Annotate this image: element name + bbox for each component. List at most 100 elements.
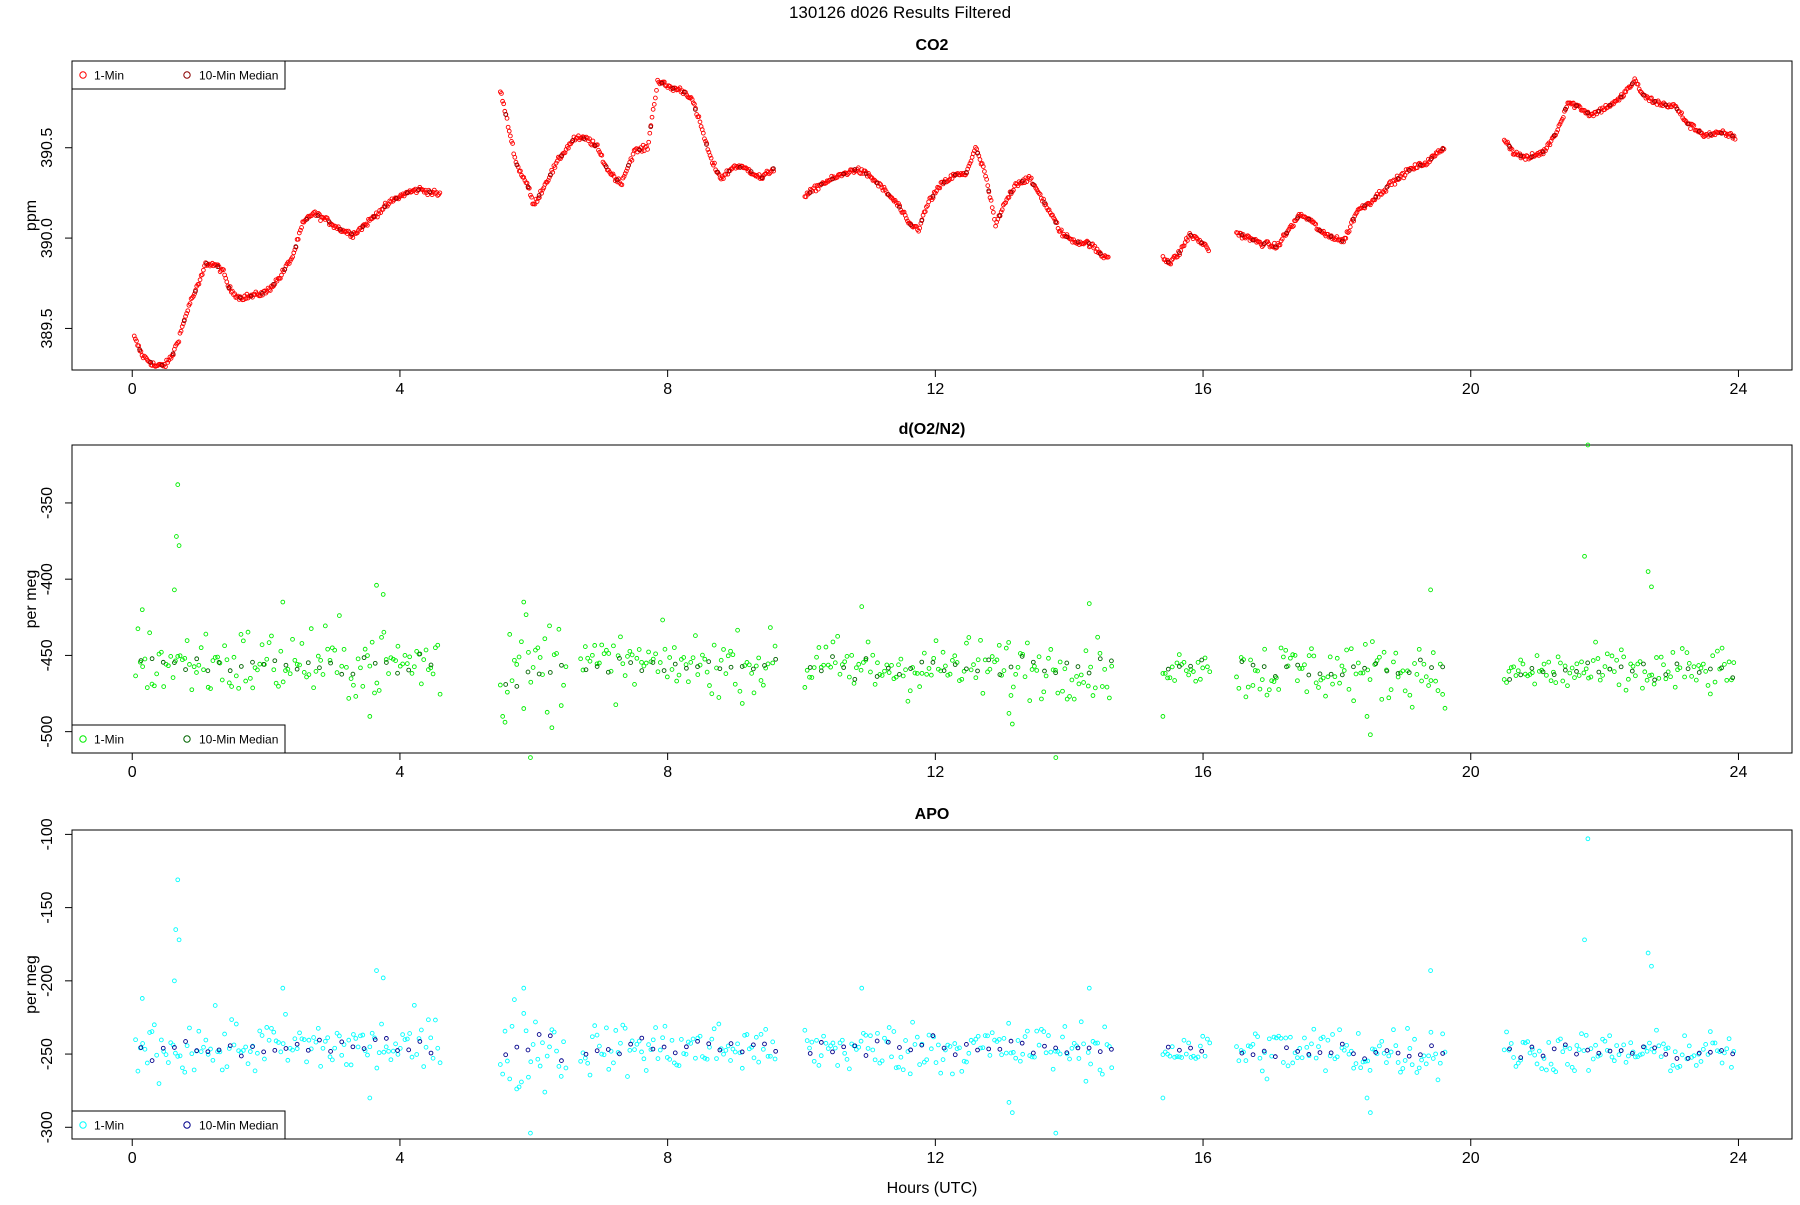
panel-2-point-median — [594, 664, 600, 669]
panel-2-point-1min — [248, 675, 253, 681]
panel-3-point-outlier — [280, 985, 286, 991]
panel-2-point-median — [1674, 661, 1680, 667]
panel-2-point-1min — [299, 641, 305, 646]
panel-2-point-1min — [1107, 695, 1112, 701]
panel-2-point-1min — [1377, 654, 1382, 660]
panel-3-point-1min — [285, 1057, 291, 1063]
panel-2-point-median — [1663, 672, 1669, 677]
panel-1-point-median — [1019, 178, 1025, 184]
panel-2-point-1min — [613, 702, 619, 708]
panel-1-point-median — [771, 166, 776, 172]
panel-2-point-1min — [1316, 685, 1321, 690]
panel-1-point-median — [1418, 162, 1423, 168]
panel-3-point-1min — [1353, 1061, 1359, 1066]
panel-3-point-1min — [753, 1034, 759, 1040]
panel-2-point-1min — [365, 653, 370, 658]
panel-2-point-1min — [147, 630, 152, 636]
panel-1-point-median — [315, 213, 321, 218]
panel-1-point-1min — [949, 176, 955, 181]
panel-1-point-1min — [650, 106, 656, 112]
panel-3-point-1min — [280, 1041, 286, 1046]
panel-2-point-median — [997, 672, 1003, 677]
panel-3-point-1min — [1027, 1053, 1033, 1058]
panel-3-point-median — [183, 1039, 188, 1044]
panel-3-point-1min — [921, 1059, 927, 1065]
panel-3-point-1min — [358, 1033, 363, 1039]
panel-2-point-1min — [1288, 655, 1293, 661]
panel-1-point-1min — [270, 284, 275, 290]
panel-3-point-1min — [739, 1065, 745, 1071]
panel-3-point-1min — [1176, 1054, 1182, 1060]
panel-1-point-1min — [1571, 100, 1576, 106]
panel-2-point-median — [525, 669, 531, 675]
panel-1-point-median — [975, 150, 980, 156]
panel-2-point-1min — [634, 655, 640, 661]
panel-2-point-1min — [381, 629, 387, 635]
panel-2-point-1min — [940, 649, 946, 655]
panel-2-point-1min — [907, 688, 913, 694]
panel-3-point-median — [650, 1046, 656, 1052]
panel-3-point-1min — [1576, 1047, 1582, 1052]
panel-1-legend-marker-median — [183, 71, 191, 79]
panel-2-point-1min — [318, 658, 323, 663]
panel-2-point-1min — [1555, 654, 1561, 660]
panel-2-point-1min — [629, 652, 635, 658]
panel-2-point-outlier — [1160, 714, 1166, 719]
panel-2-point-median — [1199, 657, 1205, 663]
panel-3-point-1min — [1640, 1051, 1645, 1057]
panel-2-point-1min — [151, 683, 157, 689]
panel-1-point-1min — [974, 146, 979, 152]
panel-1-point-1min — [1195, 236, 1200, 242]
panel-1-point-1min — [692, 101, 697, 107]
panel-2-point-1min — [308, 626, 314, 631]
panel-2-point-1min — [851, 680, 857, 686]
panel-1-point-1min — [1635, 81, 1641, 87]
panel-2-point-1min — [1069, 677, 1075, 683]
panel-2-point-median — [1351, 664, 1356, 670]
panel-3-point-1min — [832, 1045, 838, 1051]
panel-1-point-1min — [879, 185, 885, 190]
panel-1-point-median — [1663, 102, 1669, 108]
panel-1-point-median — [681, 89, 687, 95]
panel-3-point-1min — [1269, 1053, 1274, 1059]
panel-1-point-median — [148, 360, 154, 365]
panel-3-point-1min — [421, 1064, 427, 1069]
panel-1-point-1min — [1254, 239, 1259, 245]
panel-2-point-median — [183, 667, 188, 672]
panel-2-point-1min — [315, 653, 321, 659]
panel-3-point-median — [1708, 1049, 1713, 1055]
panel-2-point-1min — [858, 667, 864, 673]
panel-3-point-1min — [835, 1063, 840, 1068]
panel-2-point-median — [1685, 666, 1691, 672]
panel-2-point-1min — [1572, 675, 1577, 680]
panel-2-point-1min — [311, 685, 316, 691]
panel-1-point-median — [1540, 149, 1546, 155]
panel-3-point-median — [684, 1044, 689, 1050]
panel-3-point-1min — [737, 1050, 743, 1056]
panel-1-point-1min — [179, 324, 185, 329]
panel-3-point-1min — [1304, 1044, 1310, 1050]
panel-3-point-1min — [226, 1046, 232, 1051]
panel-2-point-1min — [646, 649, 651, 655]
panel-2-point-1min — [1440, 692, 1445, 697]
panel-3-point-1min — [381, 1049, 387, 1055]
panel-3-point-median — [706, 1041, 712, 1047]
panel-2-point-1min — [1372, 662, 1378, 667]
panel-2-point-1min — [433, 645, 438, 651]
panel-2-point-1min — [1651, 681, 1657, 687]
panel-2-point-1min — [1635, 661, 1641, 667]
panel-2-point-1min — [1048, 647, 1054, 652]
panel-2-point-1min — [1193, 678, 1199, 684]
panel-3-point-1min — [428, 1035, 434, 1041]
panel-3-point-1min — [1015, 1038, 1021, 1043]
panel-1-point-1min — [649, 114, 655, 120]
panel-1-point-median — [1406, 168, 1412, 173]
panel-1-x-tick-label: 4 — [395, 381, 404, 398]
panel-3-point-1min — [409, 1054, 415, 1060]
panel-2-point-1min — [590, 652, 595, 658]
panel-2-point-1min — [655, 669, 661, 675]
panel-3-point-1min — [252, 1068, 258, 1074]
panel-3-point-1min — [683, 1051, 689, 1057]
panel-1-point-median — [648, 124, 654, 130]
